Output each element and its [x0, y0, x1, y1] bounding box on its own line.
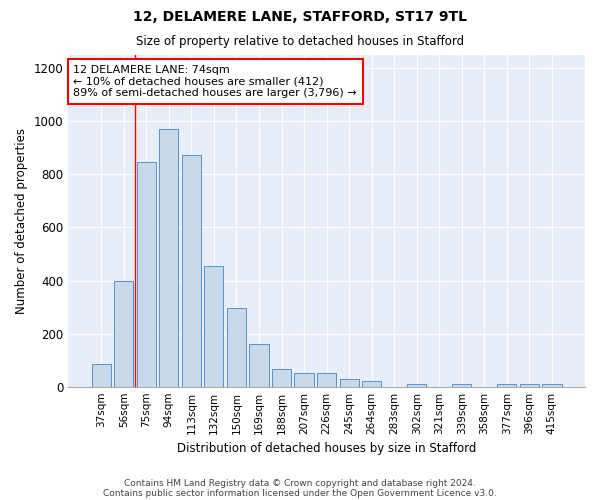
Bar	[295, 374, 314, 386]
Bar	[520, 384, 539, 386]
Bar	[159, 130, 178, 386]
Bar	[205, 266, 223, 386]
Text: Contains public sector information licensed under the Open Government Licence v3: Contains public sector information licen…	[103, 488, 497, 498]
Bar	[452, 384, 472, 386]
Bar	[542, 384, 562, 386]
Text: 12 DELAMERE LANE: 74sqm
← 10% of detached houses are smaller (412)
89% of semi-d: 12 DELAMERE LANE: 74sqm ← 10% of detache…	[73, 65, 357, 98]
Bar	[272, 370, 291, 386]
Text: Size of property relative to detached houses in Stafford: Size of property relative to detached ho…	[136, 35, 464, 48]
Bar	[182, 154, 201, 386]
Bar	[407, 384, 426, 386]
Bar	[250, 344, 269, 387]
Bar	[114, 280, 133, 386]
Bar	[497, 384, 517, 386]
Y-axis label: Number of detached properties: Number of detached properties	[15, 128, 28, 314]
Bar	[362, 382, 381, 386]
Text: Contains HM Land Registry data © Crown copyright and database right 2024.: Contains HM Land Registry data © Crown c…	[124, 478, 476, 488]
Bar	[137, 162, 156, 386]
Bar	[317, 374, 336, 386]
Text: 12, DELAMERE LANE, STAFFORD, ST17 9TL: 12, DELAMERE LANE, STAFFORD, ST17 9TL	[133, 10, 467, 24]
Bar	[340, 378, 359, 386]
Bar	[92, 364, 111, 386]
X-axis label: Distribution of detached houses by size in Stafford: Distribution of detached houses by size …	[177, 442, 476, 455]
Bar	[227, 308, 246, 386]
